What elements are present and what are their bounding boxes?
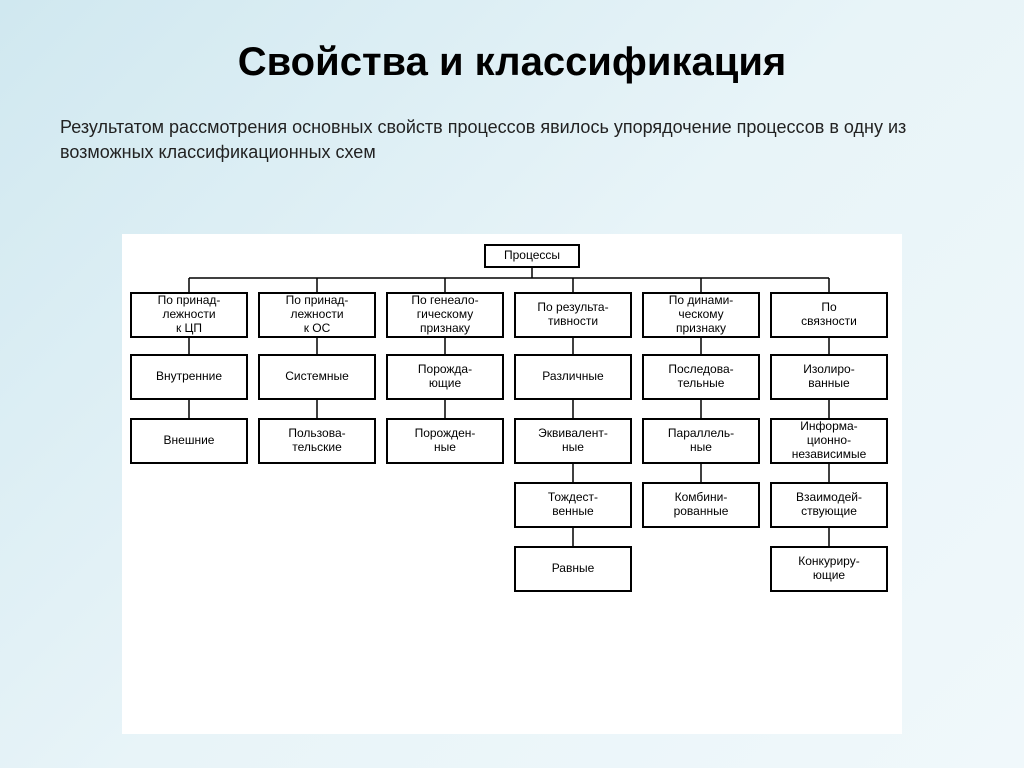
leaf-node-r1c4: Различные [514, 354, 632, 400]
leaf-node-r2c6: Информа-ционно-независимые [770, 418, 888, 464]
leaf-node-r4c6: Конкуриру-ющие [770, 546, 888, 592]
slide-title: Свойства и классификация [0, 0, 1024, 85]
category-node-5: По динами-ческомупризнаку [642, 292, 760, 338]
slide-subtitle: Результатом рассмотрения основных свойст… [0, 85, 1024, 165]
leaf-node-r1c2: Системные [258, 354, 376, 400]
root-node: Процессы [484, 244, 580, 268]
leaf-node-r2c5: Параллель-ные [642, 418, 760, 464]
leaf-node-r2c2: Пользова-тельские [258, 418, 376, 464]
classification-diagram: Процессы По принад-лежностик ЦППо принад-… [122, 234, 902, 734]
leaf-node-r2c1: Внешние [130, 418, 248, 464]
leaf-node-r3c5: Комбини-рованные [642, 482, 760, 528]
category-node-3: По генеало-гическомупризнаку [386, 292, 504, 338]
leaf-node-r2c4: Эквивалент-ные [514, 418, 632, 464]
leaf-node-r1c1: Внутренние [130, 354, 248, 400]
leaf-node-r2c3: Порожден-ные [386, 418, 504, 464]
leaf-node-r3c6: Взаимодей-ствующие [770, 482, 888, 528]
leaf-node-r1c6: Изолиро-ванные [770, 354, 888, 400]
leaf-node-r4c4: Равные [514, 546, 632, 592]
category-node-2: По принад-лежностик ОС [258, 292, 376, 338]
leaf-node-r1c3: Порожда-ющие [386, 354, 504, 400]
category-node-4: По результа-тивности [514, 292, 632, 338]
leaf-node-r3c4: Тождест-венные [514, 482, 632, 528]
category-node-1: По принад-лежностик ЦП [130, 292, 248, 338]
category-node-6: Посвязности [770, 292, 888, 338]
leaf-node-r1c5: Последова-тельные [642, 354, 760, 400]
